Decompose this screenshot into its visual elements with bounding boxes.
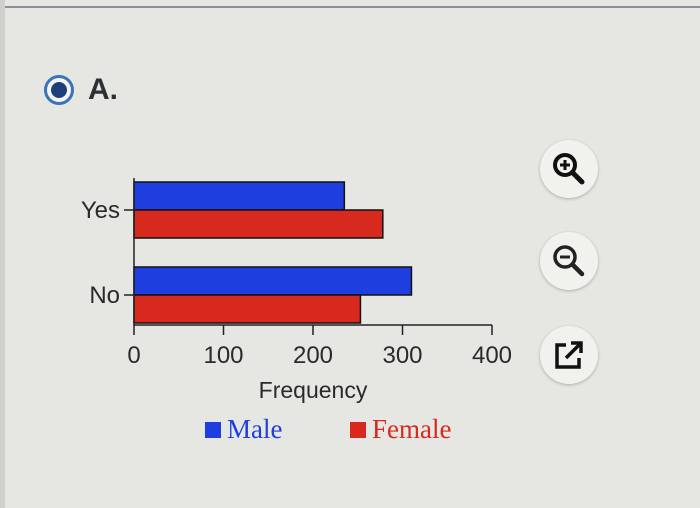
radio-selected-dot (51, 82, 67, 98)
option-label: A. (88, 73, 118, 106)
y-tick-label: Yes (81, 197, 120, 224)
zoom-out-icon (553, 245, 585, 277)
x-tick-label: 200 (293, 342, 333, 369)
external-link-icon (555, 341, 583, 369)
x-axis-label: Frequency (259, 377, 368, 403)
x-tick-label: 400 (472, 342, 512, 369)
y-tick-label: No (89, 282, 120, 309)
bar-yes-female (133, 209, 384, 239)
legend-swatch-male (205, 422, 221, 438)
zoom-out-button[interactable] (540, 232, 598, 290)
answer-option-a[interactable]: A. (44, 70, 118, 110)
bar-yes-male (133, 181, 346, 211)
legend-swatch-female (350, 422, 366, 438)
zoom-in-icon (553, 153, 585, 185)
bar-no-male (133, 266, 413, 296)
zoom-in-button[interactable] (540, 140, 598, 198)
x-tick-label: 300 (382, 342, 422, 369)
open-in-new-window-button[interactable] (540, 326, 598, 384)
bar-no-female (133, 294, 362, 324)
x-tick-label: 0 (127, 342, 140, 369)
legend-label-male: Male (227, 414, 282, 444)
x-tick-label: 100 (203, 342, 243, 369)
left-edge (0, 0, 5, 508)
radio-button[interactable] (44, 75, 74, 105)
top-divider (0, 6, 700, 8)
legend-label-female: Female (372, 414, 451, 444)
